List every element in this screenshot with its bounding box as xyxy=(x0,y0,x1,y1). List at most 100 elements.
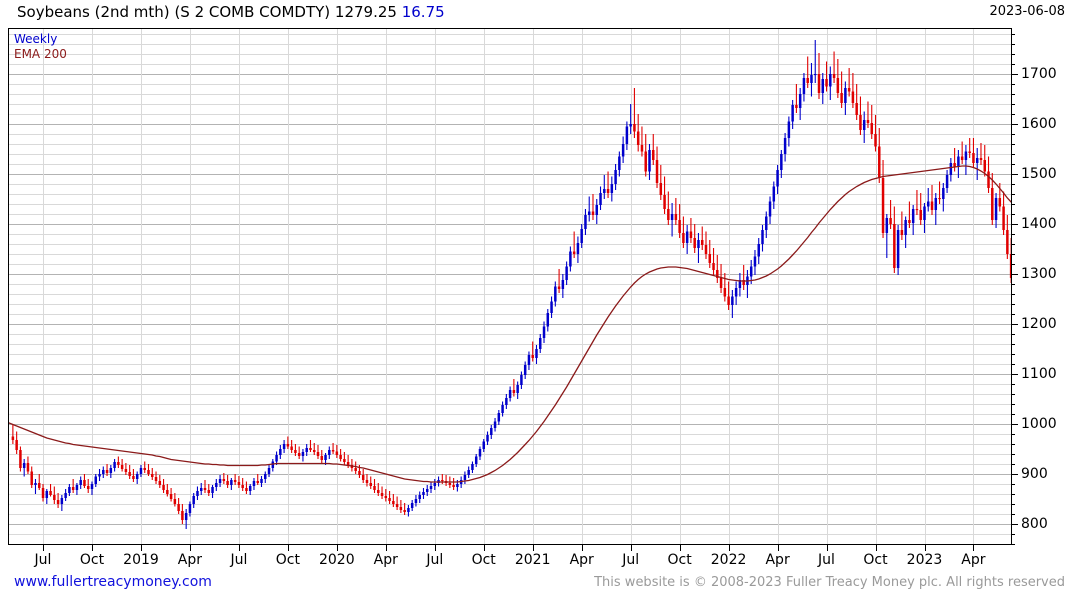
gridline-major xyxy=(9,324,1011,325)
candle-down xyxy=(166,490,169,494)
candle-up xyxy=(490,428,493,435)
candle-up xyxy=(463,475,467,480)
x-axis-label: Oct xyxy=(79,552,105,568)
gridline-minor xyxy=(9,294,1011,295)
candle-up xyxy=(610,184,614,193)
x-axis-label: Oct xyxy=(471,552,496,568)
candle-down xyxy=(795,105,798,108)
candle-up xyxy=(731,296,734,305)
legend-ema200: EMA 200 xyxy=(14,47,67,61)
x-axis-label: 2023 xyxy=(906,552,943,568)
y-tick-minor xyxy=(1012,444,1015,445)
candle-down xyxy=(870,123,873,134)
candle-up xyxy=(603,189,606,193)
candle-up xyxy=(942,188,945,199)
candle-down xyxy=(53,495,56,500)
candle-down xyxy=(354,468,357,471)
gridline-minor xyxy=(9,514,1011,515)
candle-down xyxy=(847,88,851,92)
candle-down xyxy=(851,91,855,103)
candle-down xyxy=(105,470,109,473)
candle-down xyxy=(1002,206,1005,230)
y-tick-minor xyxy=(1012,504,1015,505)
gridline-vertical xyxy=(287,29,289,544)
x-axis-label: Oct xyxy=(863,552,888,568)
candle-up xyxy=(738,280,742,288)
price-chart-plot-area[interactable]: Weekly EMA 200 xyxy=(8,28,1012,545)
gridline-minor xyxy=(9,234,1011,235)
candle-down xyxy=(403,510,406,512)
candle-up xyxy=(516,385,519,393)
y-tick-minor xyxy=(1012,64,1015,65)
candle-up xyxy=(791,105,794,122)
candle-down xyxy=(742,280,745,285)
candle-down xyxy=(960,156,964,160)
candle-up xyxy=(305,448,308,452)
candle-up xyxy=(821,79,825,93)
x-tick xyxy=(385,545,387,551)
candle-down xyxy=(557,286,561,289)
gridline-major xyxy=(9,524,1011,525)
candle-up xyxy=(508,390,512,398)
candle-down xyxy=(930,201,934,210)
x-axis-label: Apr xyxy=(373,552,398,568)
x-tick xyxy=(43,545,44,551)
y-tick-minor xyxy=(1012,144,1015,145)
candle-down xyxy=(652,150,655,160)
candle-down xyxy=(640,145,644,152)
instrument-name: Soybeans (2nd mth) xyxy=(17,3,170,21)
candle-up xyxy=(422,492,425,495)
candle-down xyxy=(719,278,723,288)
candle-up xyxy=(192,496,195,504)
candle-up xyxy=(587,211,591,215)
candle-down xyxy=(979,158,983,160)
candle-up xyxy=(248,486,252,491)
gridline-minor xyxy=(9,434,1011,435)
y-axis: 800 900 1000 1100 1200 1300 1400 1500 1600 1700 xyxy=(1012,28,1075,545)
gridline-vertical xyxy=(189,29,191,544)
candle-up xyxy=(550,301,553,313)
gridline-major xyxy=(9,124,1011,125)
x-tick xyxy=(826,545,828,551)
x-tick xyxy=(630,545,632,551)
y-axis-label: 1300 xyxy=(1021,266,1057,282)
candle-up xyxy=(275,455,278,462)
x-axis-label: 2022 xyxy=(710,552,747,568)
candle-up xyxy=(64,493,67,498)
y-axis-label: 1400 xyxy=(1021,216,1057,232)
gridline-vertical xyxy=(777,29,779,544)
x-axis-label: Apr xyxy=(569,552,594,568)
x-tick xyxy=(483,545,485,551)
candle-up xyxy=(135,474,139,479)
candle-up xyxy=(621,144,625,157)
x-axis-label: Jul xyxy=(818,552,835,568)
candle-down xyxy=(674,214,678,220)
candle-up xyxy=(625,126,629,144)
candle-down xyxy=(154,477,158,481)
candle-down xyxy=(832,74,836,78)
y-tick-minor xyxy=(1012,184,1015,185)
gridline-minor xyxy=(9,164,1011,165)
y-tick-major xyxy=(1012,324,1018,325)
gridline-minor xyxy=(9,384,1011,385)
candle-down xyxy=(339,455,342,459)
y-tick-minor xyxy=(1012,234,1015,235)
gridline-minor xyxy=(9,494,1011,495)
ema200-line xyxy=(9,165,1011,483)
candle-down xyxy=(331,450,335,452)
candle-down xyxy=(233,480,237,482)
y-tick-major xyxy=(1012,424,1018,425)
candle-down xyxy=(908,220,911,223)
candle-up xyxy=(576,243,580,254)
site-url[interactable]: www.fullertreacymoney.com xyxy=(14,574,212,590)
y-axis-label: 1100 xyxy=(1021,366,1057,382)
candle-down xyxy=(874,134,877,147)
candle-up xyxy=(629,124,632,127)
gridline-minor xyxy=(9,154,1011,155)
candle-down xyxy=(256,481,259,483)
y-tick-minor xyxy=(1012,414,1015,415)
candle-up xyxy=(783,138,787,154)
x-tick xyxy=(679,545,681,551)
candle-down xyxy=(708,254,712,263)
candle-down xyxy=(659,183,663,195)
